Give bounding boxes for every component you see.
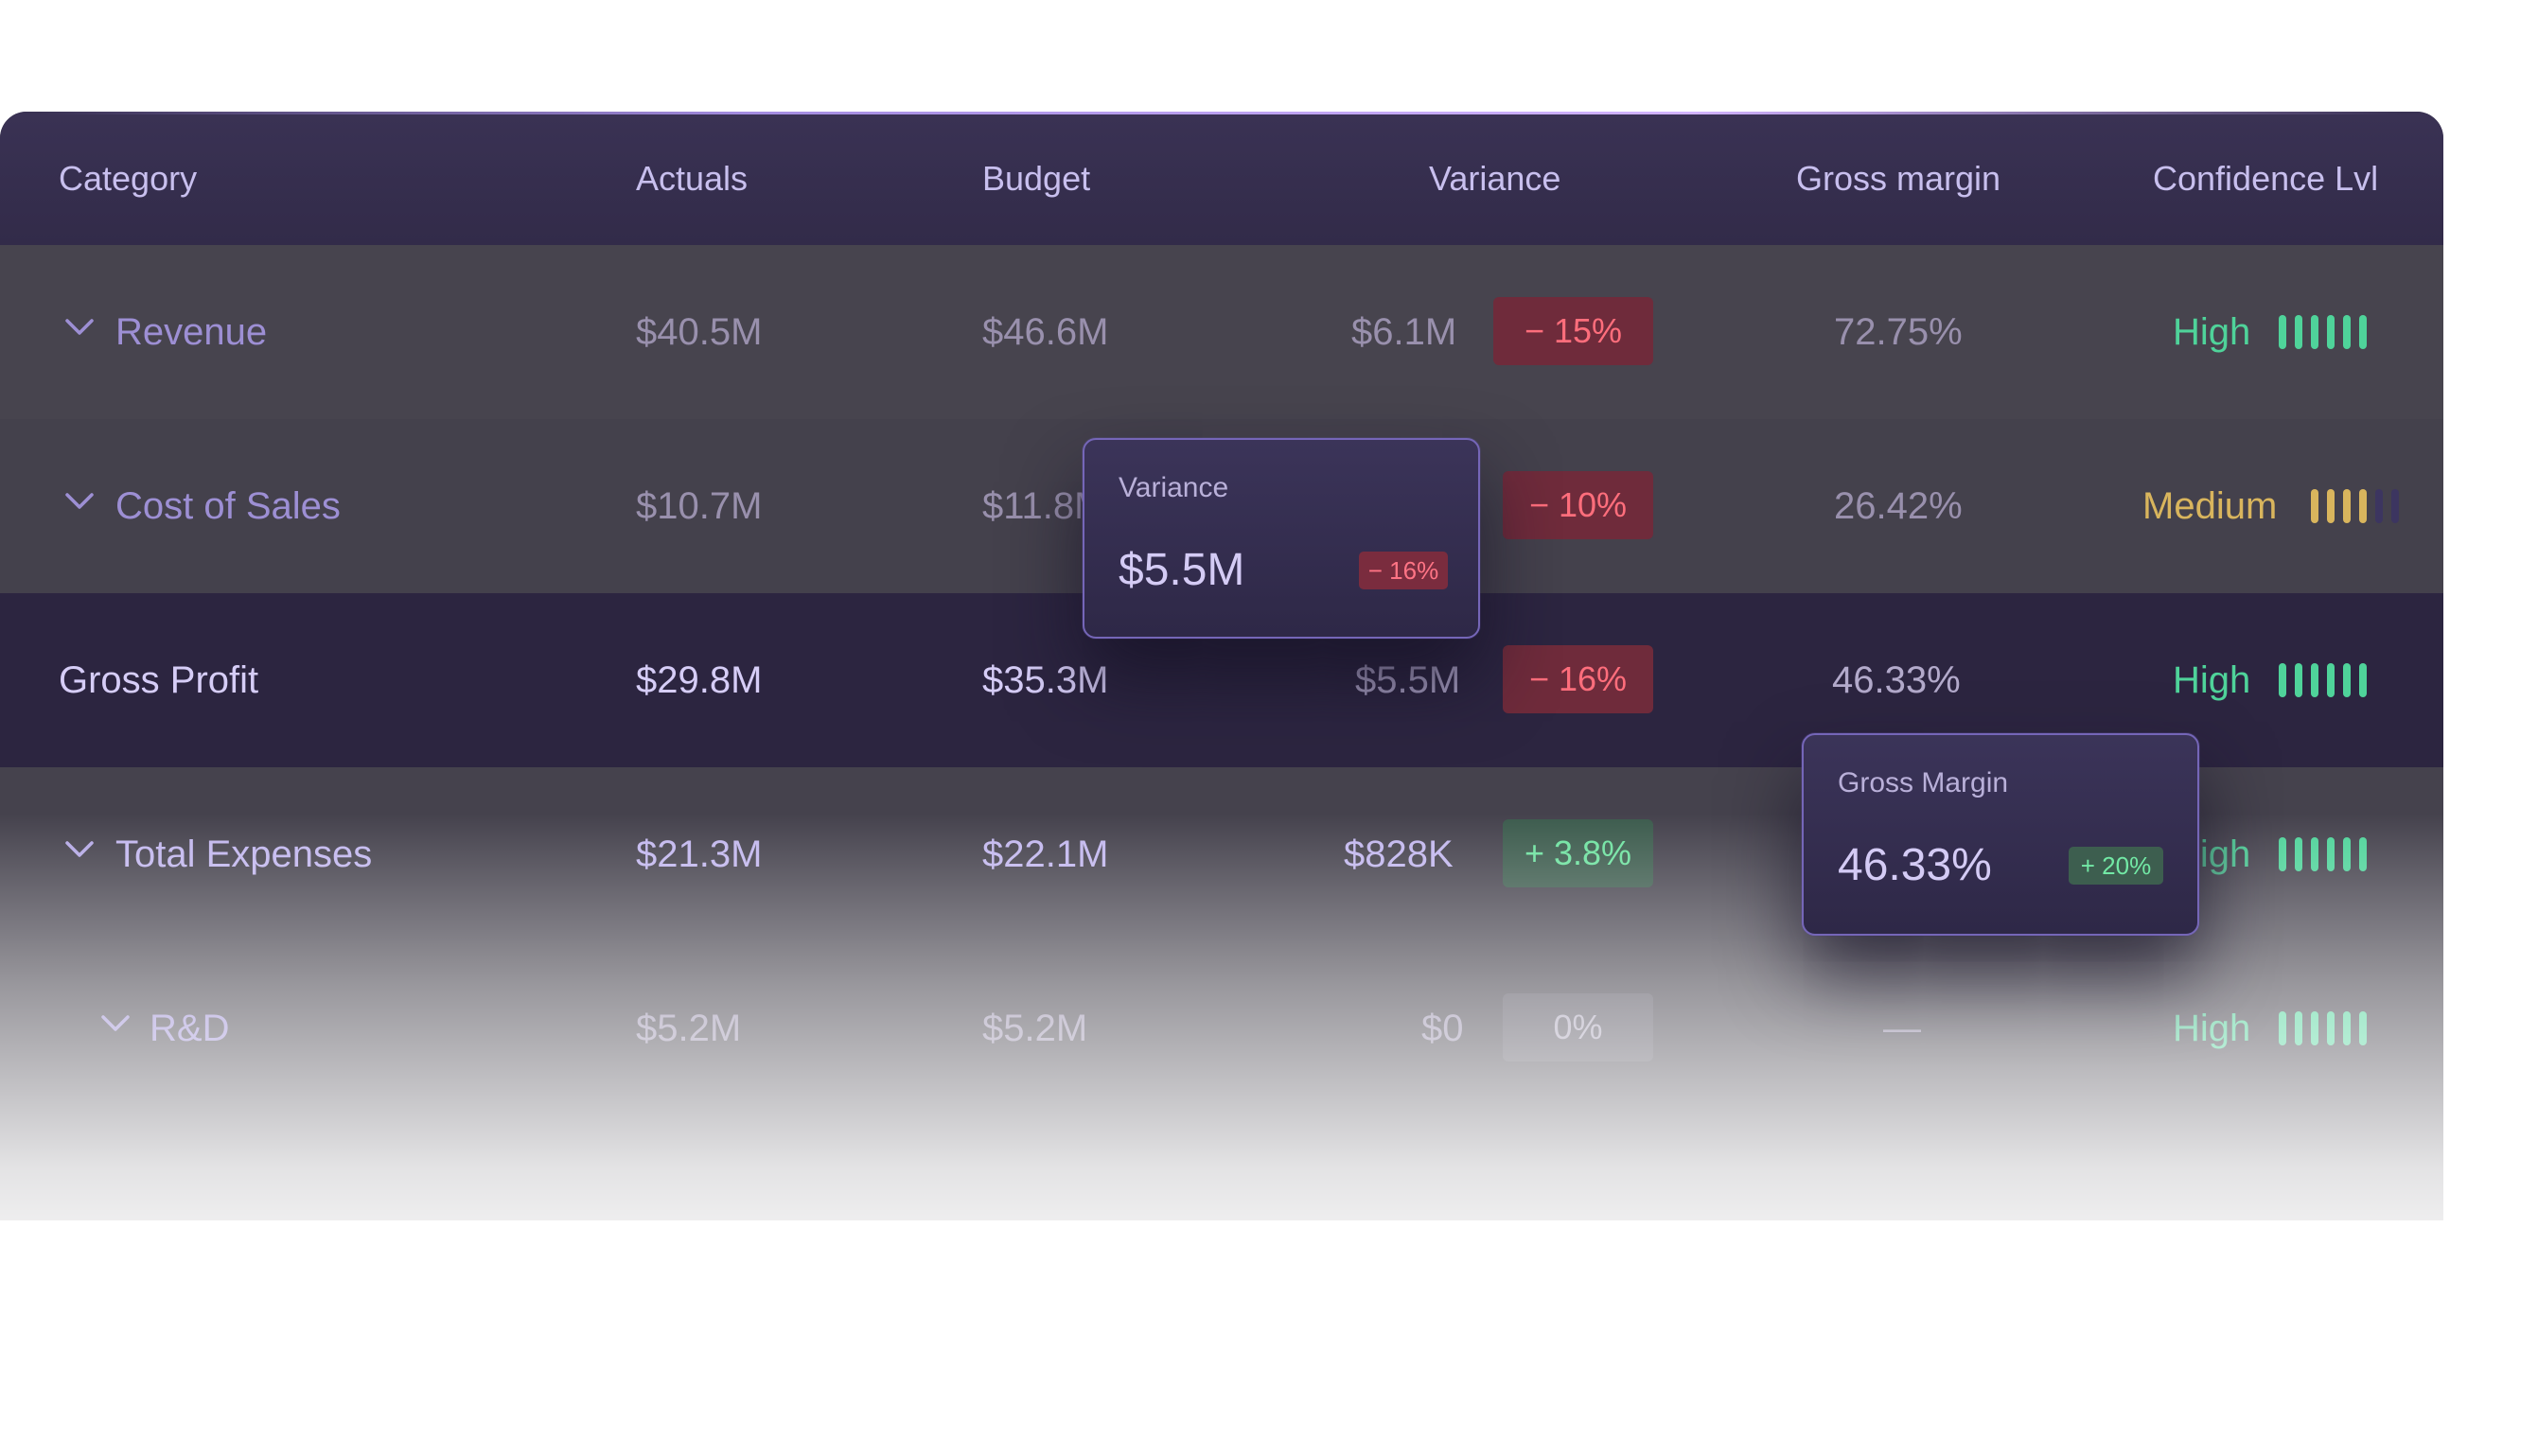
row-variance: $0 xyxy=(1421,1008,1464,1049)
row-variance: $6.1M xyxy=(1351,311,1457,353)
variance-badge: − 16% xyxy=(1503,645,1653,713)
column-header-gross-margin[interactable]: Gross margin xyxy=(1796,159,2001,198)
chevron-down-icon[interactable] xyxy=(64,767,102,941)
tooltip-title: Gross Margin xyxy=(1838,767,2009,798)
variance-badge: − 10% xyxy=(1503,471,1653,539)
page-background xyxy=(0,1220,2538,1456)
tooltip-badge: − 16% xyxy=(1359,552,1448,589)
signal-bars-icon xyxy=(2311,489,2407,523)
table-header: Category Actuals Budget Variance Gross m… xyxy=(0,112,2443,245)
signal-bars-icon xyxy=(2279,1011,2375,1045)
variance-badge: − 15% xyxy=(1493,297,1653,365)
signal-bars-icon xyxy=(2279,663,2375,697)
row-variance: $5.5M xyxy=(1355,659,1461,701)
chevron-down-icon[interactable] xyxy=(100,941,138,1115)
column-header-variance[interactable]: Variance xyxy=(1429,159,1561,198)
row-budget: $35.3M xyxy=(982,659,1109,701)
tooltip-value: 46.33% xyxy=(1838,840,1992,890)
tooltip-title: Variance xyxy=(1119,472,1229,503)
table-row-rnd[interactable]: R&D $5.2M $5.2M $0 0% — High xyxy=(0,941,2443,1115)
row-actuals: $10.7M xyxy=(636,485,763,527)
row-category: Cost of Sales xyxy=(115,485,341,527)
row-gross-margin: — xyxy=(1883,1008,1921,1049)
row-budget: $22.1M xyxy=(982,833,1109,875)
row-gross-margin: 72.75% xyxy=(1834,311,1963,353)
chevron-down-icon[interactable] xyxy=(64,419,102,593)
row-category: Revenue xyxy=(115,311,268,353)
row-actuals: $21.3M xyxy=(636,833,763,875)
chevron-down-icon[interactable] xyxy=(64,245,102,419)
confidence-label: High xyxy=(2173,1008,2251,1049)
column-header-category[interactable]: Category xyxy=(59,159,198,198)
confidence-label: High xyxy=(2173,659,2251,701)
financial-table: Category Actuals Budget Variance Gross m… xyxy=(0,112,2443,1294)
signal-bars-icon xyxy=(2279,315,2375,349)
row-category: Gross Profit xyxy=(59,659,259,701)
row-variance: $828K xyxy=(1344,833,1454,875)
column-header-actuals[interactable]: Actuals xyxy=(636,159,749,198)
row-gross-margin: 46.33% xyxy=(1832,659,1961,701)
column-header-confidence[interactable]: Confidence Lvl xyxy=(2153,159,2379,198)
signal-bars-icon xyxy=(2279,837,2375,871)
table-row-revenue[interactable]: Revenue $40.5M $46.6M $6.1M − 15% 72.75%… xyxy=(0,245,2443,419)
confidence-label: High xyxy=(2173,311,2251,353)
row-gross-margin: 26.42% xyxy=(1834,485,1963,527)
row-actuals: $5.2M xyxy=(636,1008,742,1049)
confidence-label: Medium xyxy=(2142,485,2278,527)
panel-top-glow xyxy=(38,112,2404,114)
row-category: R&D xyxy=(150,1008,230,1049)
tooltip-badge: + 20% xyxy=(2069,847,2163,885)
variance-tooltip: Variance $5.5M − 16% xyxy=(1083,438,1480,639)
row-actuals: $29.8M xyxy=(636,659,763,701)
row-actuals: $40.5M xyxy=(636,311,763,353)
row-budget: $46.6M xyxy=(982,311,1109,353)
tooltip-value: $5.5M xyxy=(1119,545,1245,595)
column-header-budget[interactable]: Budget xyxy=(982,159,1091,198)
variance-badge: + 3.8% xyxy=(1503,819,1653,887)
gross-margin-tooltip: Gross Margin 46.33% + 20% xyxy=(1802,733,2199,936)
variance-badge: 0% xyxy=(1503,993,1653,1061)
row-category: Total Expenses xyxy=(115,833,373,875)
row-budget: $5.2M xyxy=(982,1008,1088,1049)
